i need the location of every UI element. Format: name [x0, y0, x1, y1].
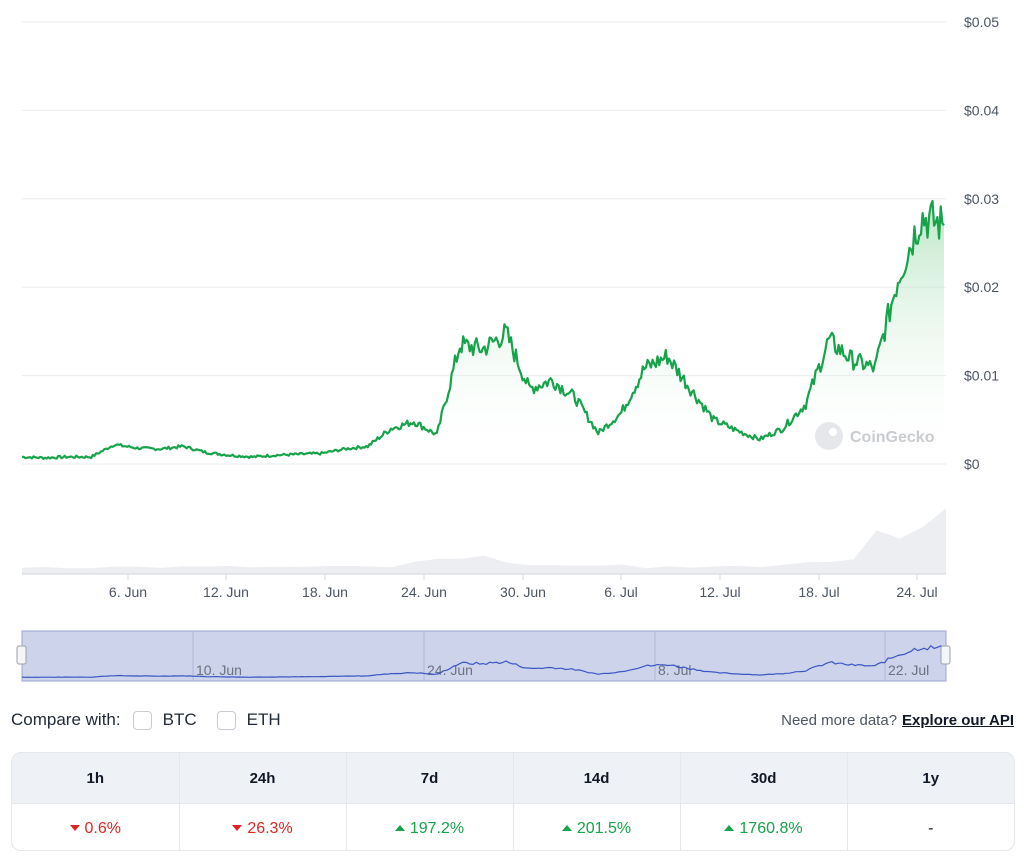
change-value: - [928, 819, 934, 837]
explore-api-link[interactable]: Explore our API [902, 711, 1014, 729]
compare-row: Compare with: BTC ETH Need more data? Ex… [11, 705, 1014, 735]
period-header: 14d [513, 753, 681, 804]
x-tick-label: 24. Jul [896, 584, 937, 600]
change-cell-14d: 201.5% [513, 803, 681, 850]
change-value: 0.6% [84, 819, 121, 837]
x-tick-label: 24. Jun [401, 584, 447, 600]
change-cell-1h: 0.6% [12, 803, 180, 850]
x-tick-label: 30. Jun [500, 584, 546, 600]
price-line[interactable] [21, 199, 945, 460]
performance-table: 1h 24h 7d 14d 30d 1y 0.6% 26.3% 197.2% 2… [11, 752, 1015, 851]
change-cell-30d: 1760.8% [680, 803, 848, 850]
x-tick-label: 6. Jun [109, 584, 147, 600]
navigator-tick-label: 10. Jun [196, 662, 242, 678]
compare-eth-checkbox[interactable]: ETH [216, 710, 281, 730]
up-triangle-icon [724, 825, 735, 832]
navigator-tick-label: 22. Jul [888, 662, 929, 678]
change-cell-1y: - [847, 803, 1014, 850]
x-tick-label: 6. Jul [604, 584, 637, 600]
coingecko-logo-icon [815, 422, 843, 450]
x-tick-label: 18. Jul [798, 584, 839, 600]
navigator-tick-label: 24. Jun [427, 662, 473, 678]
change-cell-7d: 197.2% [346, 803, 514, 850]
y-tick-label: $0.05 [964, 14, 999, 30]
change-value: 201.5% [576, 819, 632, 837]
navigator-window[interactable] [21, 630, 947, 682]
volume-area [22, 508, 946, 574]
change-value: 1760.8% [739, 819, 803, 837]
period-header: 1y [847, 753, 1014, 804]
period-header: 1h [12, 753, 180, 804]
watermark-text: CoinGecko [850, 429, 935, 446]
x-tick-label: 12. Jun [203, 584, 249, 600]
navigator-right-handle[interactable] [940, 645, 951, 665]
x-axis-labels: 6. Jun 12. Jun 18. Jun 24. Jun 30. Jun 6. Jul… [109, 574, 938, 600]
compare-eth-label: ETH [246, 710, 281, 729]
down-triangle-icon [232, 825, 243, 832]
api-note: Need more data? [781, 711, 898, 729]
y-tick-label: $0.01 [964, 368, 999, 384]
change-cell-24h: 26.3% [179, 803, 347, 850]
y-axis-labels: $0 $0.01 $0.02 $0.03 $0.04 $0.05 [964, 14, 999, 472]
price-chart: $0 $0.01 $0.02 $0.03 $0.04 $0.05 6. Jun 12. Ju… [16, 14, 999, 682]
compare-btc-checkbox[interactable]: BTC [132, 710, 197, 730]
up-triangle-icon [561, 825, 572, 832]
logo-eye-icon [829, 428, 837, 436]
up-triangle-icon [394, 825, 405, 832]
navigator[interactable]: 10. Jun 24. Jun 8. Jul 22. Jul [16, 630, 951, 682]
period-header: 30d [680, 753, 848, 804]
performance-header-row: 1h 24h 7d 14d 30d 1y [12, 753, 1014, 804]
navigator-left-handle[interactable] [16, 645, 27, 665]
period-header: 24h [179, 753, 347, 804]
y-tick-label: $0 [964, 456, 980, 472]
y-tick-label: $0.03 [964, 191, 999, 207]
performance-value-row: 0.6% 26.3% 197.2% 201.5% 1760.8% - [12, 803, 1014, 850]
checkbox-box[interactable] [132, 710, 152, 730]
change-value: 26.3% [247, 819, 293, 837]
y-tick-label: $0.02 [964, 279, 999, 295]
navigator-tick-label: 8. Jul [658, 662, 691, 678]
price-area [22, 201, 944, 464]
down-triangle-icon [69, 825, 80, 832]
navigator-line [21, 644, 945, 678]
watermark: CoinGecko [815, 422, 935, 450]
navigator-labels: 10. Jun 24. Jun 8. Jul 22. Jul [192, 631, 929, 681]
checkbox-box[interactable] [216, 710, 236, 730]
period-header: 7d [346, 753, 514, 804]
compare-label: Compare with: [11, 710, 121, 729]
compare-btc-label: BTC [162, 710, 197, 729]
y-tick-label: $0.04 [964, 102, 999, 118]
change-value: 197.2% [409, 819, 465, 837]
x-tick-label: 18. Jun [302, 584, 348, 600]
x-tick-label: 12. Jul [699, 584, 740, 600]
